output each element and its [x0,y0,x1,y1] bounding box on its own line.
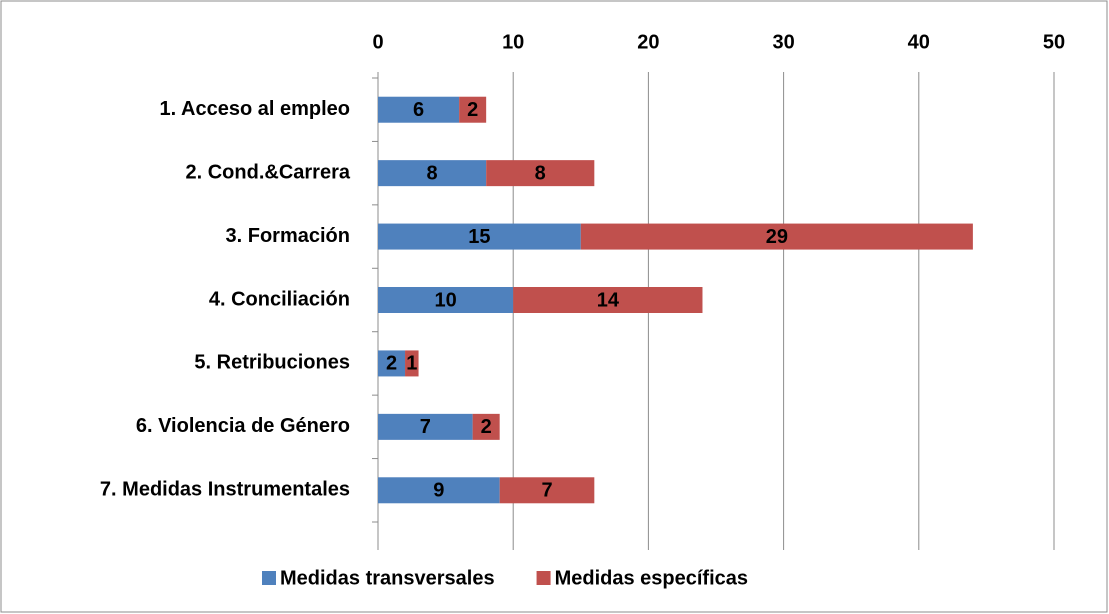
data-label: 2 [386,353,397,375]
x-tick-label: 30 [772,31,794,53]
x-tick-label: 50 [1043,31,1065,53]
data-label: 2 [481,416,492,438]
data-label: 15 [468,226,490,248]
data-label: 1 [406,353,417,375]
data-label: 14 [597,289,620,311]
y-tick-label: 4. Conciliación [209,288,350,310]
bar [378,96,460,123]
y-tick-label: 5. Retribuciones [194,352,350,374]
data-label: 2 [467,99,478,121]
x-tick-label: 20 [637,31,659,53]
y-tick-label: 3. Formación [226,225,350,247]
x-tick-label: 0 [372,31,383,53]
bar [378,350,406,377]
data-label: 8 [535,162,546,184]
bar [378,413,473,440]
legend-label: Medidas transversales [280,567,495,589]
data-label: 8 [427,162,438,184]
bar [378,477,500,504]
data-label: 7 [420,416,431,438]
bar [378,223,581,250]
y-tick-label: 7. Medidas Instrumentales [100,479,350,501]
legend-swatch [262,571,276,585]
y-tick-label: 1. Acceso al empleo [160,98,350,120]
bar [378,287,514,313]
bar [513,287,703,313]
legend-label: Medidas específicas [555,567,748,589]
bar [378,160,487,187]
bar [472,413,500,440]
bar [486,160,595,187]
data-label: 29 [766,226,788,248]
data-label: 9 [433,480,444,502]
legend-swatch [536,571,551,585]
bar [499,477,595,504]
bar [405,350,419,377]
bar [459,96,487,123]
data-label: 7 [541,480,552,502]
x-tick-label: 40 [908,31,930,53]
y-tick-label: 2. Cond.&Carrera [186,161,351,183]
y-tick-label: 6. Violencia de Género [136,415,350,437]
x-tick-label: 10 [502,31,524,53]
data-label: 6 [413,99,424,121]
data-label: 10 [434,289,456,311]
bar [580,223,973,250]
